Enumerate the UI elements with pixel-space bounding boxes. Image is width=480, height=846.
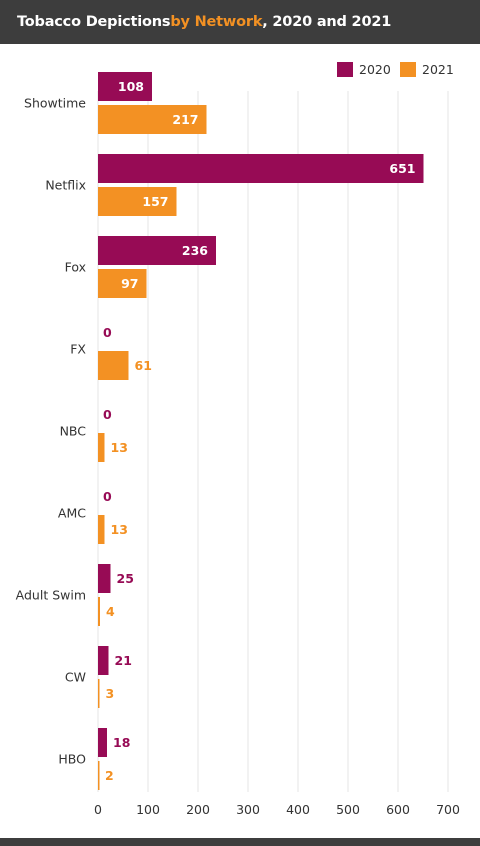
value-label: 13 — [111, 440, 128, 455]
value-label: 0 — [103, 325, 112, 340]
bar-2020-fox — [98, 236, 216, 265]
value-label: 651 — [389, 161, 415, 176]
x-tick-label: 100 — [136, 802, 160, 817]
title-accent: by Network — [170, 14, 263, 30]
bar-2020-cw — [98, 646, 109, 675]
value-label: 2 — [105, 768, 114, 783]
value-label: 0 — [103, 407, 112, 422]
legend-swatch-2021 — [400, 62, 416, 77]
value-label: 0 — [103, 489, 112, 504]
bar-2021-fox — [98, 269, 147, 298]
bar-2021-amc — [98, 515, 105, 544]
value-label: 97 — [121, 276, 138, 291]
bar-2021-hbo — [98, 761, 100, 790]
category-label: Netflix — [45, 178, 86, 193]
x-tick-label: 400 — [286, 802, 310, 817]
value-label: 3 — [106, 686, 115, 701]
bar-2021-fx — [98, 351, 129, 380]
value-label: 236 — [182, 243, 208, 258]
x-tick-label: 0 — [94, 802, 102, 817]
bar-2021-showtime — [98, 105, 207, 134]
value-label: 21 — [115, 653, 132, 668]
value-label: 61 — [135, 358, 152, 373]
category-label: CW — [65, 670, 86, 685]
title-part-1: Tobacco Depictions — [17, 14, 171, 30]
value-label: 217 — [172, 112, 198, 127]
title-part-2: , 2020 and 2021 — [262, 14, 392, 30]
bar-2020-netflix — [98, 154, 424, 183]
category-label: AMC — [58, 506, 86, 521]
bars — [98, 72, 424, 790]
value-label: 25 — [117, 571, 134, 586]
value-label: 157 — [142, 194, 168, 209]
bar-2021-cw — [98, 679, 100, 708]
legend-label-2021: 2021 — [422, 62, 454, 77]
x-tick-label: 500 — [336, 802, 360, 817]
value-label: 4 — [106, 604, 115, 619]
legend-label-2020: 2020 — [359, 62, 391, 77]
category-label: FX — [70, 342, 86, 357]
bar-2021-netflix — [98, 187, 177, 216]
bar-2021-nbc — [98, 433, 105, 462]
bar-2021-adult-swim — [98, 597, 100, 626]
category-label: Adult Swim — [16, 588, 86, 603]
legend-swatch-2020 — [337, 62, 353, 77]
value-label: 13 — [111, 522, 128, 537]
category-label: HBO — [58, 752, 86, 767]
value-label: 18 — [113, 735, 130, 750]
category-label: Fox — [65, 260, 86, 275]
bar-2020-adult-swim — [98, 564, 111, 593]
bar-2020-hbo — [98, 728, 107, 757]
x-tick-label: 600 — [386, 802, 410, 817]
category-label: Showtime — [24, 96, 86, 111]
x-tick-label: 300 — [236, 802, 260, 817]
value-label: 108 — [118, 79, 144, 94]
labels: 0 100 200 300 400 500 600 700108217Showtime6511… — [16, 79, 460, 817]
chart-header: Tobacco Depictions by Network, 2020 and … — [0, 0, 480, 44]
x-tick-label: 700 — [436, 802, 460, 817]
footer-bar — [0, 838, 480, 846]
bar-chart: 0 100 200 300 400 500 600 700108217Showtime6511… — [16, 62, 460, 817]
legend: 2020 2021 — [337, 62, 454, 77]
category-label: NBC — [60, 424, 87, 439]
x-tick-label: 200 — [186, 802, 210, 817]
bar-2020-showtime — [98, 72, 152, 101]
